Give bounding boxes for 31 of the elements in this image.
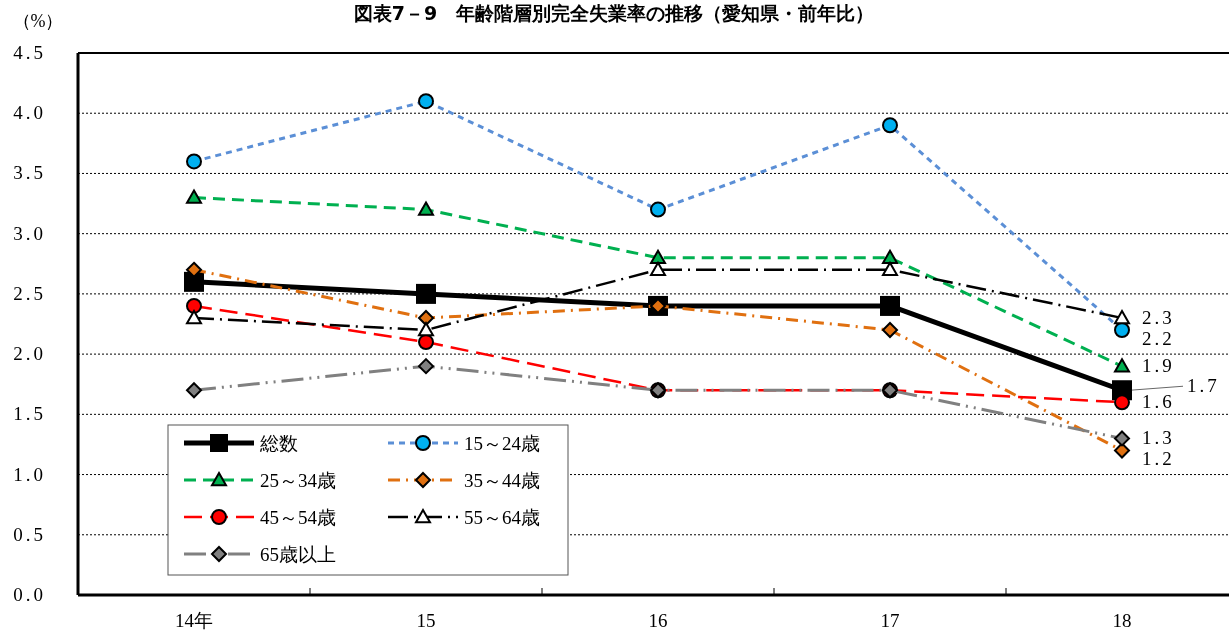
x-tick-label: 15 — [416, 610, 436, 631]
x-tick-label: 14年 — [175, 610, 213, 631]
y-tick-label: 4.5 — [13, 42, 46, 63]
y-axis-title: （%） — [12, 11, 64, 31]
data-label: 1.7 — [1187, 375, 1220, 397]
legend-label: 35～44歳 — [464, 470, 540, 491]
data-label: 1.6 — [1142, 391, 1175, 413]
x-tick-label: 18 — [1112, 610, 1132, 631]
legend-label: 65歳以上 — [260, 544, 336, 565]
data-label: 1.2 — [1142, 448, 1175, 470]
legend-label: 総数 — [259, 433, 298, 454]
data-label: 1.9 — [1142, 355, 1175, 377]
y-tick-label: 0.0 — [13, 584, 46, 605]
data-label: 2.3 — [1142, 306, 1175, 328]
legend-label: 55～64歳 — [464, 507, 540, 528]
legend-label: 45～54歳 — [260, 507, 336, 528]
y-tick-label: 1.0 — [13, 463, 46, 485]
y-tick-label: 3.0 — [13, 222, 46, 244]
y-tick-label: 0.5 — [13, 523, 46, 545]
y-tick-label: 1.5 — [13, 403, 46, 425]
y-tick-label: 2.0 — [13, 343, 46, 365]
y-tick-label: 3.5 — [13, 162, 46, 184]
y-tick-label: 2.5 — [13, 282, 46, 304]
legend-label: 25～34歳 — [260, 470, 336, 491]
legend-label: 15～24歳 — [464, 433, 540, 454]
x-tick-label: 16 — [648, 610, 668, 631]
y-tick-label: 4.0 — [13, 102, 46, 124]
data-label: 1.3 — [1142, 427, 1175, 449]
data-label: 2.2 — [1142, 327, 1175, 349]
x-tick-label: 17 — [880, 610, 900, 631]
chart-title: 図表7－9 年齢階層別完全失業率の推移（愛知県・前年比） — [353, 2, 875, 24]
